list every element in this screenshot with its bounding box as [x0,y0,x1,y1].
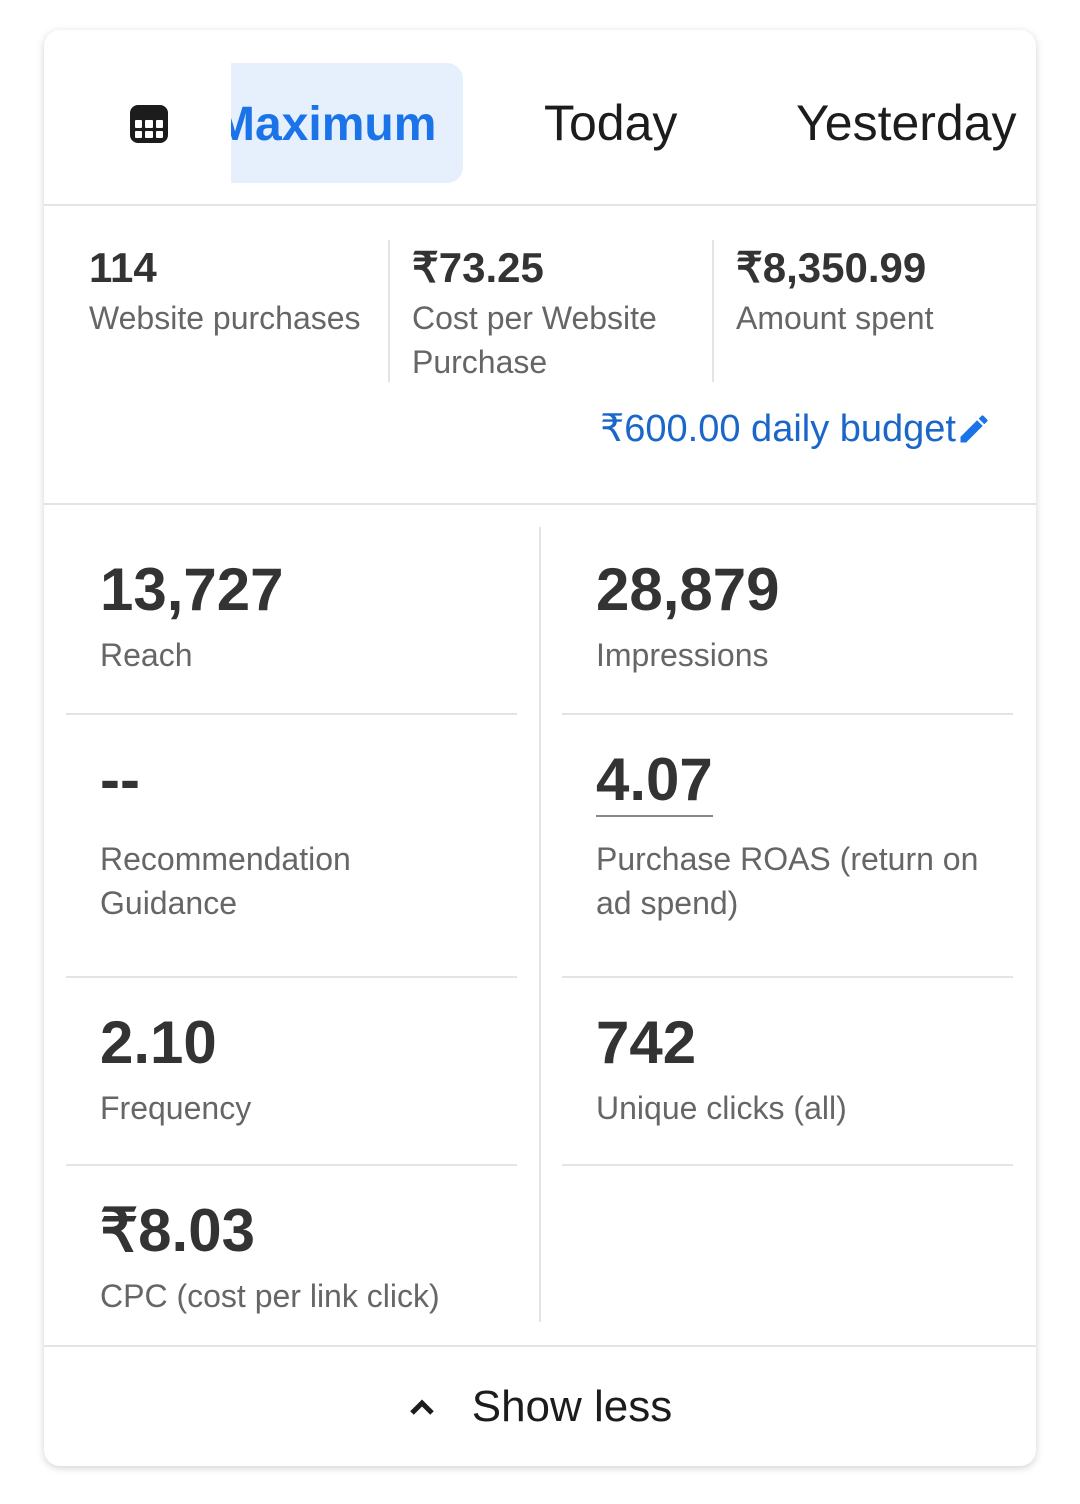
metric-frequency: 2.10 Frequency [66,978,517,1166]
metric-label: Frequency [100,1090,252,1126]
metric-value: 2.10 [100,1009,217,1076]
metric-label: Purchase ROAS (return on ad spend) [596,841,979,921]
tab-label: Maximum [231,98,437,151]
pencil-icon [960,414,988,442]
metric-label: CPC (cost per link click) [100,1278,440,1314]
metric-value: -- [100,746,140,813]
budget-label: ₹600.00 daily budget [600,408,956,450]
metric-impressions: 28,879 Impressions [562,555,1013,715]
daily-budget-link[interactable]: ₹600.00 daily budget [600,406,992,451]
summary-label: Website purchases [89,300,361,336]
show-less-button[interactable]: Show less [44,1345,1036,1466]
date-range-tabs: Maximum Today Yesterday [44,30,1036,206]
divider [388,240,390,382]
metric-recommendation-guidance: -- Recommendation Guidance [66,745,517,978]
summary-label: Amount spent [736,300,934,336]
ad-insights-card: Maximum Today Yesterday 114 Website purc… [44,30,1036,1466]
summary-amount-spent: ₹8,350.99 Amount spent [736,242,1026,340]
metric-purchase-roas: 4.07 Purchase ROAS (return on ad spend) [562,745,1013,978]
metric-value: ₹8.03 [100,1197,255,1264]
summary-cost-per-purchase: ₹73.25 Cost per Website Purchase [412,242,702,384]
metric-value: 28,879 [596,556,780,623]
divider [712,240,714,382]
summary-section: 114 Website purchases ₹73.25 Cost per We… [44,206,1036,505]
metrics-grid: 13,727 Reach 28,879 Impressions -- Recom… [44,505,1036,1345]
metric-value[interactable]: 4.07 [596,745,713,817]
metric-unique-clicks: 742 Unique clicks (all) [562,978,1013,1166]
tab-yesterday[interactable]: Yesterday [796,95,1017,151]
divider [539,527,541,1322]
metric-label: Recommendation Guidance [100,841,351,921]
metric-value: 13,727 [100,556,284,623]
metric-label: Reach [100,637,193,673]
summary-value: ₹8,350.99 [736,244,927,291]
summary-website-purchases: 114 Website purchases [89,242,379,340]
tab-today[interactable]: Today [544,95,678,151]
metric-label: Unique clicks (all) [596,1090,847,1126]
show-less-label: Show less [471,1381,673,1431]
tab-maximum[interactable]: Maximum [231,63,463,183]
metric-value: 742 [596,1009,697,1076]
summary-label: Cost per Website Purchase [412,300,657,380]
table-grid-icon[interactable] [130,105,168,143]
chevron-up-icon [409,1398,434,1415]
metric-label: Impressions [596,637,769,673]
summary-value: 114 [89,244,157,291]
metric-reach: 13,727 Reach [66,555,517,715]
metric-cpc: ₹8.03 CPC (cost per link click) [66,1166,517,1336]
summary-value: ₹73.25 [412,244,544,291]
